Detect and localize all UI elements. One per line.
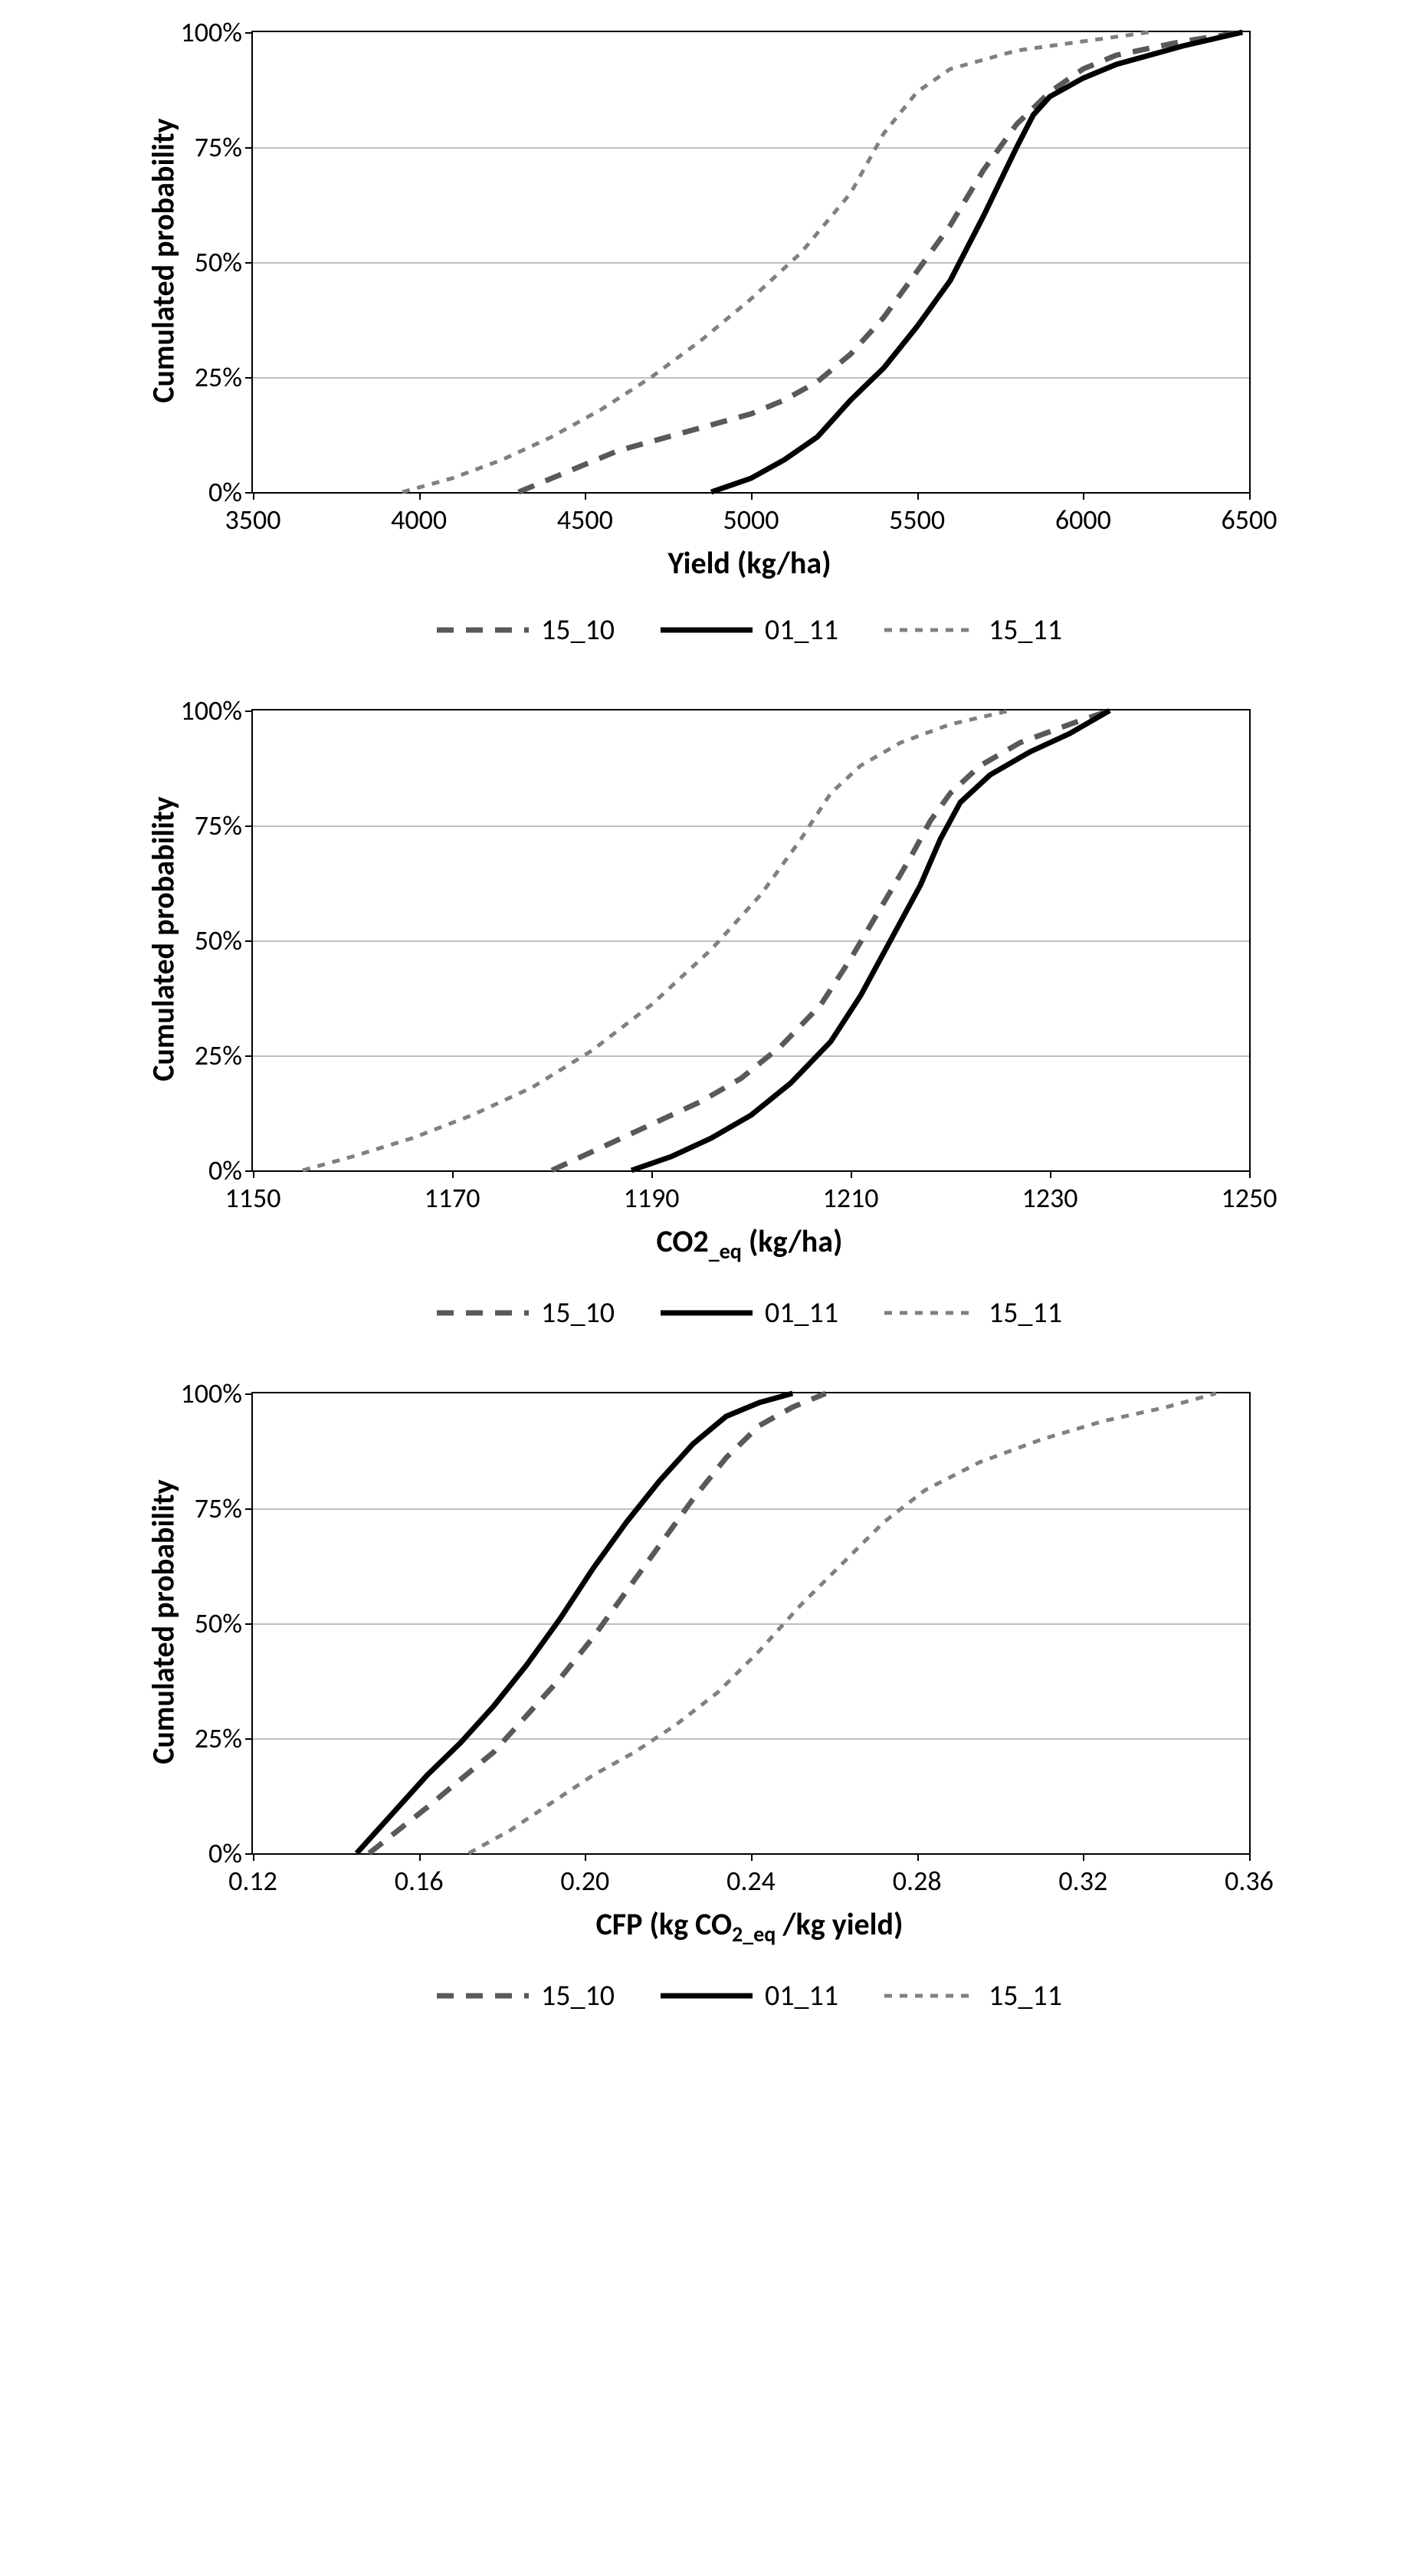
chart-0: Cumulated probability 0%25%50%75%100%3500… (129, 31, 1278, 648)
x-tick-label: 1210 (823, 1170, 879, 1215)
y-axis-label: Cumulated probability (145, 118, 182, 403)
x-tick-label: 4000 (391, 492, 447, 537)
legend-item: 15_10 (437, 1978, 615, 2013)
series-15_10 (552, 710, 1110, 1170)
x-tick-label: 3500 (225, 492, 281, 537)
series-15_10 (369, 1393, 826, 1853)
legend-swatch (884, 1305, 976, 1321)
x-tick-label: 1250 (1222, 1170, 1277, 1215)
chart-1: Cumulated probability 0%25%50%75%100%1150… (129, 709, 1278, 1331)
legend-item: 15_11 (884, 1978, 1062, 2013)
legend-item: 01_11 (661, 1978, 838, 2013)
legend-swatch (661, 622, 753, 638)
x-tick-label: 0.12 (228, 1853, 277, 1898)
legend-swatch (437, 622, 529, 638)
legend-item: 01_11 (661, 612, 838, 648)
legend-item: 15_10 (437, 1295, 615, 1331)
legend-item: 15_11 (884, 1295, 1062, 1331)
x-tick-label: 5000 (723, 492, 779, 537)
x-tick-label: 0.16 (395, 1853, 444, 1898)
series-15_11 (469, 1393, 1216, 1853)
legend: 15_10 01_11 15_11 (251, 1978, 1248, 2013)
legend-item: 15_11 (884, 612, 1062, 648)
series-15_10 (519, 32, 1243, 492)
y-tick-label: 100% (181, 15, 253, 49)
x-tick-label: 1190 (624, 1170, 680, 1215)
chart-lines (253, 710, 1249, 1170)
legend-label: 01_11 (765, 1295, 838, 1331)
chart-lines (253, 32, 1249, 492)
x-axis-label: CFP (kg CO2_eq /kg yield) (251, 1905, 1248, 1948)
x-tick-label: 5500 (889, 492, 945, 537)
y-tick-label: 25% (195, 1039, 253, 1072)
x-tick-label: 1150 (225, 1170, 281, 1215)
plot-area: 0%25%50%75%100%3500400045005000550060006… (251, 31, 1251, 494)
y-tick-label: 25% (195, 360, 253, 394)
chart-lines (253, 1393, 1249, 1853)
x-tick-label: 0.36 (1225, 1853, 1274, 1898)
series-01_11 (631, 710, 1110, 1170)
legend-label: 15_10 (541, 1978, 615, 2013)
chart-2: Cumulated probability 0%25%50%75%100%0.12… (129, 1392, 1278, 2013)
legend-label: 15_11 (989, 1295, 1062, 1331)
legend-swatch (437, 1305, 529, 1321)
legend-label: 15_10 (541, 612, 615, 648)
legend-swatch (884, 622, 976, 638)
x-tick-label: 0.32 (1058, 1853, 1107, 1898)
legend: 15_10 01_11 15_11 (251, 612, 1248, 648)
y-tick-label: 50% (195, 245, 253, 279)
x-tick-label: 1170 (425, 1170, 480, 1215)
y-tick-label: 50% (195, 1606, 253, 1640)
legend-swatch (437, 1988, 529, 2003)
series-01_11 (356, 1393, 792, 1853)
legend-label: 01_11 (765, 1978, 838, 2013)
x-tick-label: 0.28 (893, 1853, 942, 1898)
y-axis-label: Cumulated probability (145, 1479, 182, 1764)
plot-area: 0%25%50%75%100%115011701190121012301250 (251, 709, 1251, 1172)
x-tick-label: 4500 (557, 492, 613, 537)
legend-label: 15_10 (541, 1295, 615, 1331)
x-axis-label: CO2_eq (kg/ha) (251, 1222, 1248, 1265)
x-tick-label: 0.20 (560, 1853, 609, 1898)
plot-area: 0%25%50%75%100%0.120.160.200.240.280.320… (251, 1392, 1251, 1855)
x-axis-label: Yield (kg/ha) (251, 544, 1248, 582)
x-tick-label: 0.24 (726, 1853, 776, 1898)
legend-label: 15_11 (989, 1978, 1062, 2013)
legend-item: 15_10 (437, 612, 615, 648)
legend-label: 15_11 (989, 612, 1062, 648)
y-tick-label: 75% (195, 130, 253, 164)
series-15_11 (303, 710, 1010, 1170)
x-tick-label: 1230 (1022, 1170, 1078, 1215)
y-tick-label: 50% (195, 924, 253, 957)
x-tick-label: 6000 (1055, 492, 1111, 537)
legend-swatch (661, 1305, 753, 1321)
y-axis-label: Cumulated probability (145, 796, 182, 1081)
y-tick-label: 100% (181, 694, 253, 727)
y-tick-label: 75% (195, 1491, 253, 1525)
legend-swatch (884, 1988, 976, 2003)
y-tick-label: 100% (181, 1377, 253, 1410)
legend-label: 01_11 (765, 612, 838, 648)
y-tick-label: 75% (195, 809, 253, 842)
x-tick-label: 6500 (1222, 492, 1277, 537)
series-01_11 (711, 32, 1242, 492)
legend: 15_10 01_11 15_11 (251, 1295, 1248, 1331)
legend-swatch (661, 1988, 753, 2003)
legend-item: 01_11 (661, 1295, 838, 1331)
y-tick-label: 25% (195, 1721, 253, 1755)
